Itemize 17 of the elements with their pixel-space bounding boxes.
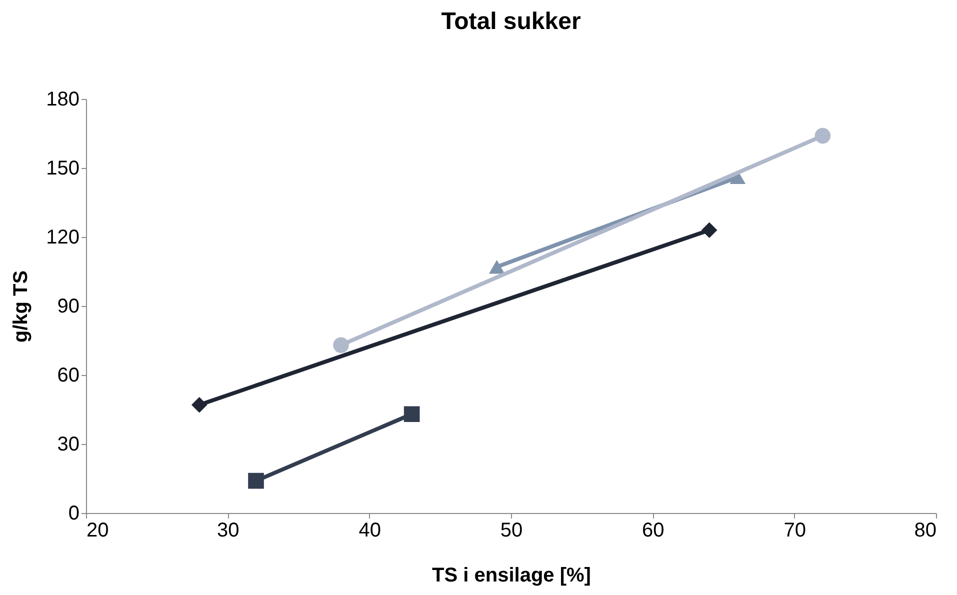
- y-tick-label: 150: [46, 158, 80, 180]
- x-axis-title: TS i ensilage [%]: [432, 564, 591, 586]
- x-tick-label: 50: [500, 520, 523, 542]
- y-tick-label: 120: [46, 226, 80, 248]
- x-tick-label: 70: [784, 520, 806, 542]
- y-tick-label: 0: [68, 502, 80, 524]
- y-axis-title: g/kg TS: [10, 270, 32, 343]
- y-tick-label: 90: [57, 296, 80, 318]
- y-tick-label: 60: [57, 364, 80, 386]
- x-tick-label: 40: [358, 520, 381, 542]
- x-tick-label: 30: [217, 520, 240, 542]
- y-tick-label: 180: [46, 88, 80, 110]
- x-tick-label: 60: [642, 520, 664, 542]
- chart-title: Total sukker: [441, 8, 581, 35]
- x-tick-label: 80: [914, 520, 936, 542]
- y-tick-label: 30: [57, 434, 80, 456]
- x-tick-label: 20: [86, 520, 109, 542]
